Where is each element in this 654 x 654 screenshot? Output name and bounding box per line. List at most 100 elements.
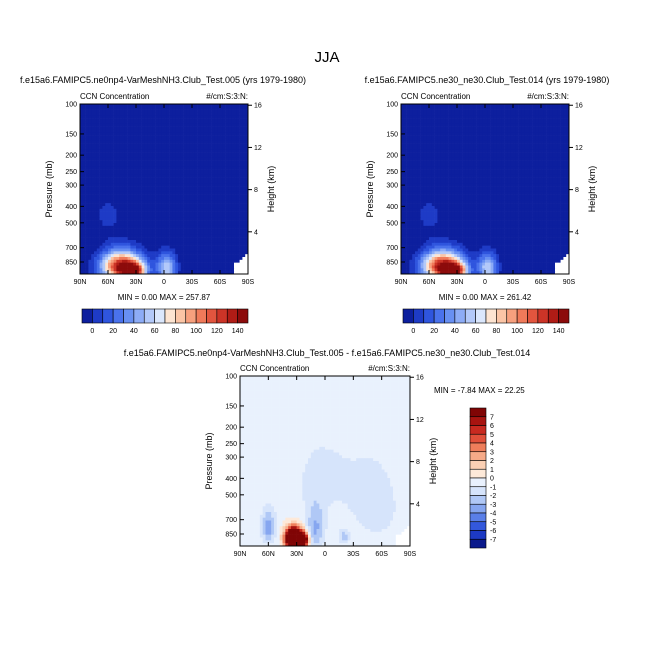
contour-cell — [150, 200, 154, 204]
contour-cell — [119, 197, 123, 201]
contour-cell — [127, 203, 131, 207]
contour-cell — [141, 254, 145, 258]
contour-cell — [166, 152, 170, 156]
contour-cell — [158, 211, 162, 215]
contour-cell — [200, 191, 204, 195]
contour-cell — [189, 157, 193, 161]
contour-cell — [166, 231, 170, 235]
contour-cell — [119, 259, 123, 263]
contour-cell — [482, 146, 486, 150]
contour-cell — [473, 129, 477, 133]
contour-cell — [203, 214, 207, 218]
contour-cell — [113, 149, 117, 153]
contour-cell — [99, 183, 103, 187]
contour-cell — [443, 163, 447, 167]
contour-cell — [445, 157, 449, 161]
contour-cell — [172, 121, 176, 125]
contour-cell — [138, 200, 142, 204]
contour-cell — [412, 112, 416, 116]
contour-cell — [175, 268, 179, 272]
contour-cell — [231, 271, 235, 275]
contour-cell — [186, 166, 190, 170]
contour-cell — [178, 234, 182, 238]
contour-cell — [105, 242, 109, 246]
contour-cell — [178, 106, 182, 110]
contour-cell — [225, 152, 229, 156]
contour-cell — [490, 121, 494, 125]
contour-cell — [116, 172, 120, 176]
contour-cell — [518, 140, 522, 144]
contour-cell — [429, 132, 433, 136]
contour-cell — [105, 138, 109, 142]
contour-cell — [96, 200, 100, 204]
contour-cell — [236, 217, 240, 221]
contour-cell — [166, 129, 170, 133]
contour-cell — [557, 135, 561, 139]
contour-cell — [231, 118, 235, 122]
contour-cell — [169, 140, 173, 144]
contour-cell — [203, 200, 207, 204]
contour-cell — [487, 132, 491, 136]
contour-cell — [108, 155, 112, 159]
contour-cell — [127, 146, 131, 150]
contour-cell — [85, 228, 89, 232]
contour-cell — [150, 248, 154, 252]
contour-cell — [127, 180, 131, 184]
contour-cell — [560, 112, 564, 116]
contour-cell — [178, 217, 182, 221]
contour-cell — [133, 245, 137, 249]
contour-cell — [102, 262, 106, 266]
contour-cell — [183, 169, 187, 173]
contour-cell — [482, 149, 486, 153]
contour-cell — [144, 271, 148, 275]
contour-cell — [194, 200, 198, 204]
contour-cell — [549, 112, 553, 116]
contour-cell — [80, 240, 84, 244]
contour-cell — [138, 191, 142, 195]
contour-cell — [180, 140, 184, 144]
contour-cell — [510, 155, 514, 159]
contour-cell — [203, 104, 207, 108]
contour-cell — [102, 271, 106, 275]
contour-cell — [88, 240, 92, 244]
contour-cell — [150, 106, 154, 110]
contour-cell — [88, 109, 92, 113]
contour-cell — [91, 152, 95, 156]
contour-cell — [108, 118, 112, 122]
contour-cell — [144, 262, 148, 266]
contour-cell — [113, 163, 117, 167]
contour-cell — [164, 109, 168, 113]
contour-cell — [546, 143, 550, 147]
contour-cell — [208, 140, 212, 144]
contour-cell — [239, 257, 243, 261]
contour-cell — [186, 174, 190, 178]
contour-cell — [242, 143, 246, 147]
contour-cell — [493, 132, 497, 136]
contour-cell — [175, 186, 179, 190]
contour-cell — [434, 121, 438, 125]
contour-cell — [161, 194, 165, 198]
contour-cell — [485, 155, 489, 159]
contour-cell — [222, 123, 226, 127]
contour-cell — [228, 251, 232, 255]
contour-cell — [88, 106, 92, 110]
contour-cell — [147, 214, 151, 218]
contour-cell — [420, 155, 424, 159]
contour-cell — [150, 112, 154, 116]
contour-cell — [85, 183, 89, 187]
contour-cell — [234, 197, 238, 201]
contour-cell — [180, 265, 184, 269]
contour-cell — [127, 194, 131, 198]
contour-cell — [426, 109, 430, 113]
contour-cell — [102, 257, 106, 261]
contour-cell — [535, 118, 539, 122]
contour-cell — [113, 234, 117, 238]
contour-cell — [538, 112, 542, 116]
contour-cell — [208, 262, 212, 266]
contour-cell — [443, 152, 447, 156]
contour-cell — [194, 197, 198, 201]
contour-cell — [113, 135, 117, 139]
contour-cell — [211, 200, 215, 204]
contour-cell — [102, 245, 106, 249]
contour-cell — [108, 149, 112, 153]
